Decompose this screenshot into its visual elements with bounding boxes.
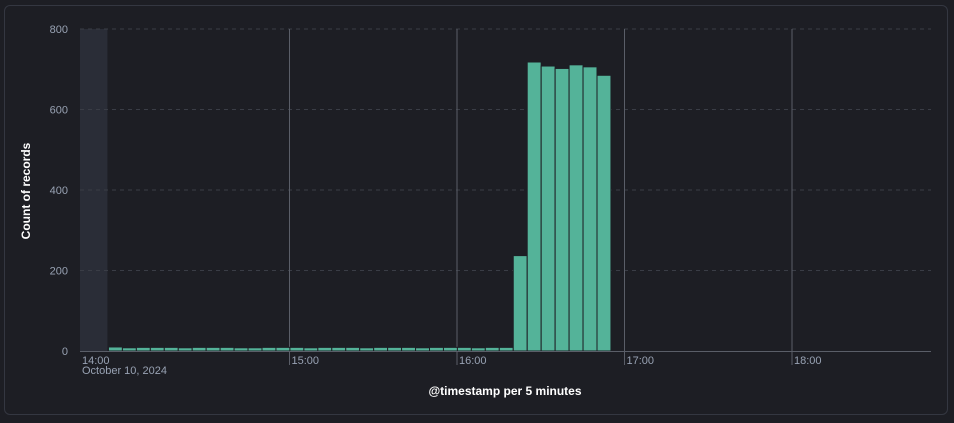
histogram-bar[interactable] (484, 346, 500, 352)
histogram-bar[interactable] (247, 347, 263, 352)
histogram-bar[interactable] (121, 347, 137, 352)
y-tick-label: 800 (50, 24, 68, 36)
histogram-bar[interactable] (275, 346, 291, 352)
x-axis-title: @timestamp per 5 minutes (428, 384, 581, 398)
histogram-bar[interactable] (289, 346, 305, 352)
y-tick-label: 600 (50, 105, 68, 117)
histogram-bar[interactable] (401, 346, 417, 352)
histogram-bar[interactable] (415, 347, 430, 352)
histogram-bar[interactable] (442, 346, 458, 352)
histogram-bar[interactable] (345, 346, 361, 352)
histogram-bar[interactable] (163, 346, 179, 352)
histogram-bar[interactable] (149, 346, 165, 352)
y-tick-label: 0 (62, 346, 68, 358)
axes: 020040060080014:0015:0016:0017:0018:0019… (50, 24, 931, 367)
histogram-bar[interactable] (191, 346, 207, 352)
histogram-bar[interactable] (107, 346, 123, 352)
histogram-bar[interactable] (512, 255, 528, 352)
histogram-bar[interactable] (261, 346, 277, 352)
histogram-bar[interactable] (359, 347, 375, 352)
out-of-range-shade (80, 29, 108, 351)
histogram-bar[interactable] (205, 346, 221, 352)
x-tick-label: 17:00 (627, 355, 655, 367)
histogram-bar[interactable] (456, 346, 472, 352)
histogram-bar[interactable] (233, 347, 249, 352)
y-axis-title: Count of records (19, 142, 33, 239)
histogram-bar[interactable] (582, 66, 598, 352)
grid-lines (80, 28, 931, 365)
histogram-bar[interactable] (498, 346, 514, 352)
chart-panel (4, 5, 948, 415)
x-tick-label: 15:00 (292, 355, 320, 367)
histogram-bar[interactable] (526, 61, 542, 352)
histogram-bar[interactable] (135, 346, 151, 352)
histogram-bar[interactable] (387, 346, 403, 352)
histogram-bar[interactable] (317, 346, 333, 352)
bars (107, 61, 612, 352)
x-axis-date-label: October 10, 2024 (82, 365, 167, 377)
x-tick-label: 16:00 (459, 355, 487, 367)
histogram-bar[interactable] (554, 67, 570, 352)
histogram-bar[interactable] (303, 347, 319, 352)
histogram-bar[interactable] (470, 347, 486, 352)
x-tick-label: 18:00 (794, 355, 822, 367)
histogram-bar[interactable] (177, 347, 193, 352)
histogram-bar[interactable] (596, 74, 612, 352)
y-tick-label: 200 (50, 266, 68, 278)
histogram-bar[interactable] (331, 346, 347, 352)
histogram-bar[interactable] (568, 64, 584, 352)
histogram-bar[interactable] (219, 346, 235, 352)
histogram-bar[interactable] (429, 346, 444, 352)
histogram-bar[interactable] (373, 346, 389, 352)
y-tick-label: 400 (50, 185, 68, 197)
histogram-bar[interactable] (540, 65, 556, 352)
x-tick-label: 14:00 (82, 355, 110, 367)
